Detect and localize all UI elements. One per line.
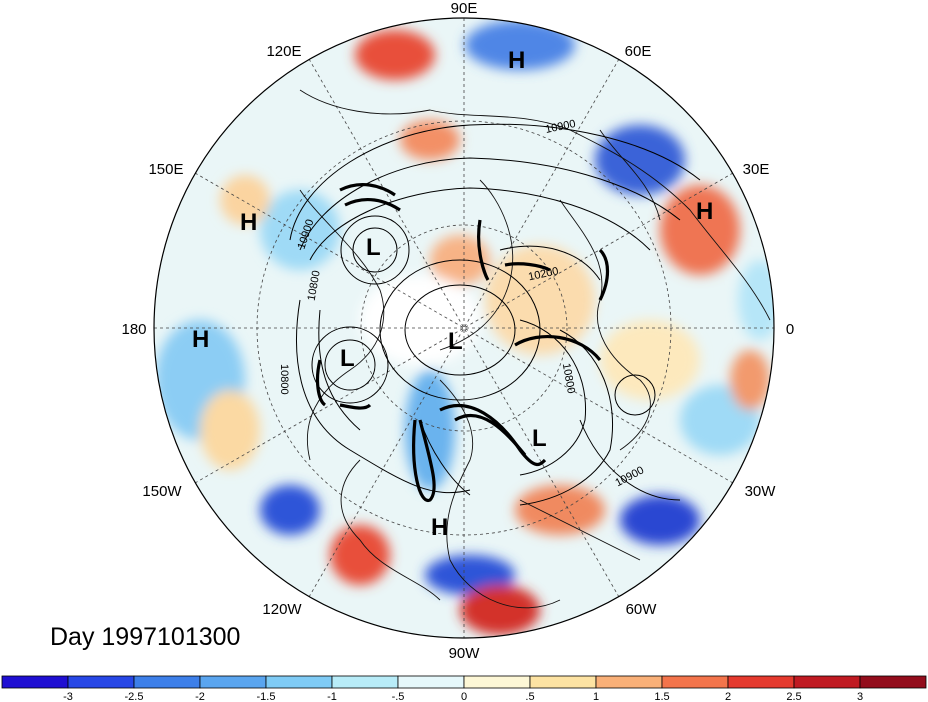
colorbar-tick-label: -1.5 <box>257 691 276 702</box>
colorbar-swatch <box>133 675 201 689</box>
colorbar-swatch <box>67 675 135 689</box>
lon-label-90w: 90W <box>449 645 481 662</box>
colorbar-tick-label: -2 <box>195 691 205 702</box>
pressure-system-markers: H H H H H L L L L <box>192 47 713 541</box>
contour-label: 10800 <box>560 362 577 394</box>
low-marker: L <box>340 345 355 372</box>
contour-label: 10800 <box>306 270 323 302</box>
lon-label-0: 0 <box>786 321 794 338</box>
contour-label: 10800 <box>278 364 290 395</box>
lon-label-90e: 90E <box>451 0 478 17</box>
colorbar-tick-label: .5 <box>525 691 534 702</box>
lon-label-150w: 150W <box>142 483 182 500</box>
colorbar-tick-label: 2 <box>725 691 731 702</box>
colorbar-tick-label: -3 <box>63 691 73 702</box>
lon-label-60w: 60W <box>626 601 658 618</box>
lon-label-30e: 30E <box>743 161 770 178</box>
plot-title: Day 1997101300 <box>50 623 240 651</box>
lon-label-30w: 30W <box>745 483 777 500</box>
colorbar-swatch <box>529 675 597 689</box>
colorbar-swatch <box>1 675 69 689</box>
low-marker: L <box>366 234 381 261</box>
colorbar-swatch <box>265 675 333 689</box>
colorbar-swatch <box>859 675 927 689</box>
colorbar-swatch <box>793 675 861 689</box>
low-marker: L <box>448 328 463 355</box>
lon-label-120e: 120E <box>266 43 301 60</box>
colorbar: -3 -2.5 -2 -1.5 -1 -.5 0 .5 1 1.5 2 2.5 3 <box>1 675 927 702</box>
colorbar-tick-label: -.5 <box>392 691 405 702</box>
lon-label-60e: 60E <box>625 43 652 60</box>
colorbar-swatch <box>595 675 663 689</box>
jet-contours <box>315 182 610 502</box>
graticule <box>154 18 774 638</box>
colorbar-swatch <box>727 675 795 689</box>
colorbar-swatch <box>661 675 729 689</box>
colorbar-tick-label: 1 <box>593 691 599 702</box>
lon-label-150e: 150E <box>148 161 183 178</box>
colorbar-tick-label: 3 <box>857 691 863 702</box>
colorbar-tick-label: -1 <box>327 691 337 702</box>
colorbar-swatch <box>331 675 399 689</box>
height-contours <box>289 123 701 506</box>
longitude-labels: 90E 60E 30E 0 30W 60W 90W 120W 150W 180 … <box>121 0 794 662</box>
anomaly-field <box>154 18 774 638</box>
lon-label-180: 180 <box>121 321 146 338</box>
colorbar-swatch <box>199 675 267 689</box>
high-marker: H <box>508 47 525 74</box>
high-marker: H <box>192 326 209 353</box>
colorbar-tick-label: 1.5 <box>654 691 669 702</box>
colorbar-tick-label: -2.5 <box>125 691 144 702</box>
lon-label-120w: 120W <box>262 601 302 618</box>
high-marker: H <box>240 209 257 236</box>
map-border <box>153 17 775 639</box>
colorbar-swatch <box>463 675 531 689</box>
colorbar-swatch <box>397 675 465 689</box>
colorbar-tick-label: 2.5 <box>786 691 801 702</box>
low-marker: L <box>532 425 547 452</box>
high-marker: H <box>696 198 713 225</box>
high-marker: H <box>431 514 448 541</box>
colorbar-tick-label: 0 <box>461 691 467 702</box>
